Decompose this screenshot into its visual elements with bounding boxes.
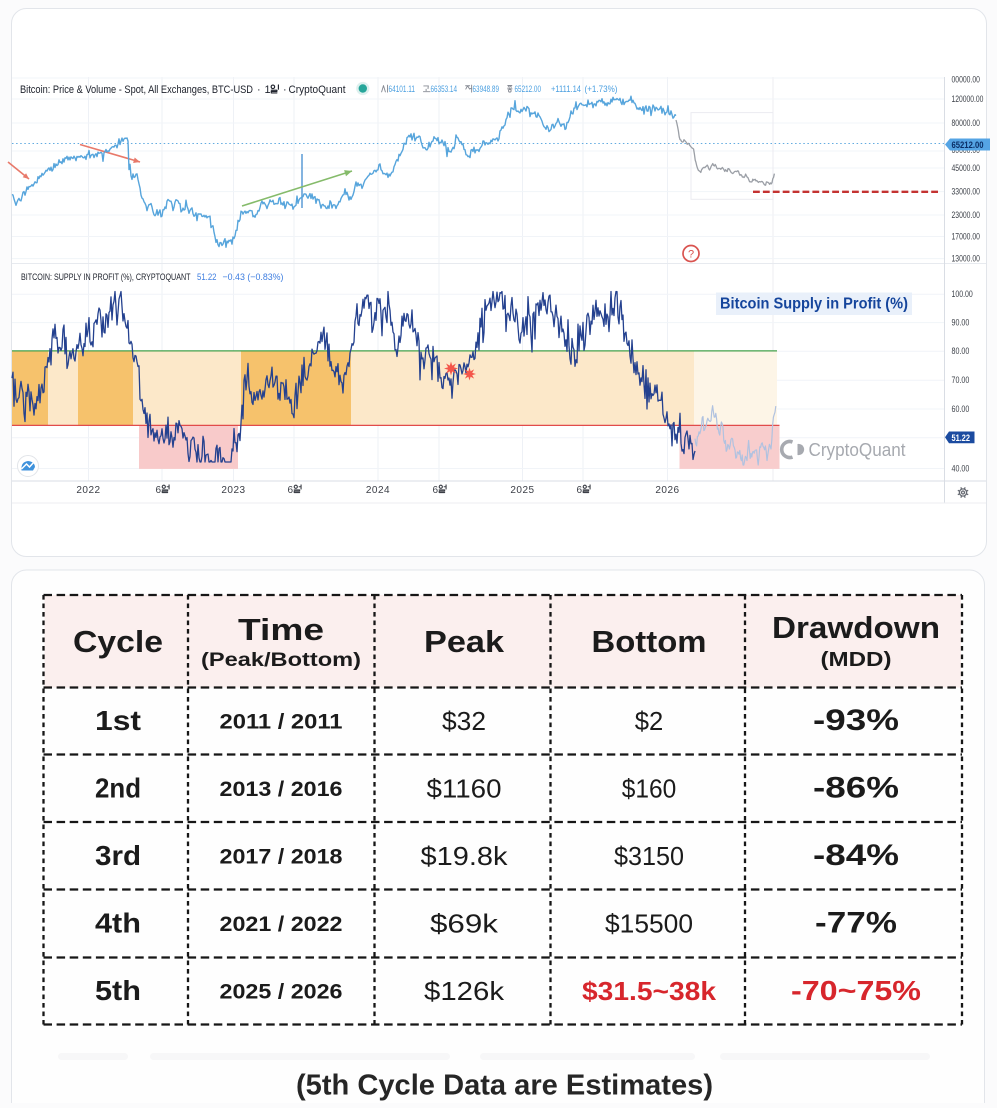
svg-text:$69k: $69k xyxy=(430,909,499,939)
svg-text:2nd: 2nd xyxy=(95,773,141,804)
svg-text:40.00: 40.00 xyxy=(952,464,970,475)
svg-text:Cycle: Cycle xyxy=(73,624,163,659)
svg-text:3rd: 3rd xyxy=(95,840,141,871)
svg-text:80000.00: 80000.00 xyxy=(952,118,980,129)
svg-text:2021 / 2022: 2021 / 2022 xyxy=(220,913,343,936)
svg-text:1: 1 xyxy=(265,84,271,96)
svg-text:60.00: 60.00 xyxy=(952,404,970,415)
svg-text:Bitcoin Supply in Profit (%): Bitcoin Supply in Profit (%) xyxy=(720,296,908,313)
svg-text:-93%: -93% xyxy=(813,704,899,737)
svg-text:13000.00: 13000.00 xyxy=(952,254,980,265)
svg-text:51.22: 51.22 xyxy=(197,272,217,282)
svg-text:2025: 2025 xyxy=(510,485,534,496)
svg-text:−0.43 (−0.83%): −0.43 (−0.83%) xyxy=(223,272,284,282)
svg-text:(Peak/Bottom): (Peak/Bottom) xyxy=(201,650,361,671)
svg-text:6: 6 xyxy=(288,485,294,496)
svg-text:23000.00: 23000.00 xyxy=(952,210,980,221)
svg-text:$2: $2 xyxy=(635,706,664,736)
svg-text:·: · xyxy=(283,84,287,96)
svg-text:(MDD): (MDD) xyxy=(821,648,892,671)
svg-text:2024: 2024 xyxy=(366,485,390,496)
svg-text:70.00: 70.00 xyxy=(952,375,970,386)
svg-text:$1160: $1160 xyxy=(427,774,502,804)
svg-text:$160: $160 xyxy=(622,774,677,804)
svg-text:Peak: Peak xyxy=(424,624,505,659)
svg-text:-84%: -84% xyxy=(813,839,899,872)
svg-text:BITCOIN: SUPPLY IN PROFIT (%),: BITCOIN: SUPPLY IN PROFIT (%), CRYPTOQUA… xyxy=(21,272,191,282)
svg-text:Bitcoin: Price & Volume - Spot: Bitcoin: Price & Volume - Spot, All Exch… xyxy=(20,84,253,96)
svg-text:120000.00: 120000.00 xyxy=(952,94,984,105)
svg-text:1st: 1st xyxy=(95,705,141,736)
svg-text:$19.8k: $19.8k xyxy=(421,841,509,871)
svg-text:2013 / 2016: 2013 / 2016 xyxy=(220,778,343,801)
svg-text:2017 / 2018: 2017 / 2018 xyxy=(220,846,343,869)
svg-text:2011 / 2011: 2011 / 2011 xyxy=(220,711,343,734)
svg-text:65212.00: 65212.00 xyxy=(952,140,984,151)
svg-text:6: 6 xyxy=(577,485,583,496)
svg-text:2023: 2023 xyxy=(221,485,245,496)
svg-text:51.22: 51.22 xyxy=(952,433,971,444)
svg-text:6: 6 xyxy=(156,485,162,496)
svg-text:-86%: -86% xyxy=(813,772,899,805)
svg-text:-70~75%: -70~75% xyxy=(791,975,921,1006)
svg-text:66353.14: 66353.14 xyxy=(431,84,458,94)
svg-text:17000.00: 17000.00 xyxy=(952,232,980,243)
svg-text:Time: Time xyxy=(238,612,324,647)
svg-text:-77%: -77% xyxy=(815,907,897,940)
svg-text:(+1.73%): (+1.73%) xyxy=(585,84,618,94)
svg-text:$31.5~38k: $31.5~38k xyxy=(582,976,717,1006)
svg-text:$126k: $126k xyxy=(424,976,505,1006)
svg-text:$3150: $3150 xyxy=(614,841,684,871)
svg-text:45000.00: 45000.00 xyxy=(952,163,980,174)
svg-text:5th: 5th xyxy=(95,975,141,1006)
svg-text:$15500: $15500 xyxy=(605,909,693,939)
svg-text:CryptoQuant: CryptoQuant xyxy=(289,84,346,96)
svg-text:2022: 2022 xyxy=(76,485,100,496)
svg-text:CryptoQuant: CryptoQuant xyxy=(809,439,906,460)
svg-text:Bottom: Bottom xyxy=(592,624,707,659)
svg-text:33000.00: 33000.00 xyxy=(952,187,980,198)
svg-text:(5th Cycle Data are Estimates): (5th Cycle Data are Estimates) xyxy=(296,1070,713,1102)
svg-text:65212.00: 65212.00 xyxy=(515,84,542,94)
svg-text:4th: 4th xyxy=(95,908,141,939)
svg-text:+1111.14: +1111.14 xyxy=(551,84,581,94)
svg-text:100.00: 100.00 xyxy=(952,289,973,300)
svg-text:64101.11: 64101.11 xyxy=(389,84,416,94)
svg-text:Drawdown: Drawdown xyxy=(772,610,940,645)
svg-text:2025 / 2026: 2025 / 2026 xyxy=(220,981,343,1004)
svg-text:90.00: 90.00 xyxy=(952,318,970,329)
svg-text:63948.89: 63948.89 xyxy=(473,84,500,94)
svg-text:?: ? xyxy=(688,249,694,261)
svg-text:·: · xyxy=(257,84,261,96)
svg-text:6: 6 xyxy=(433,485,439,496)
svg-text:2026: 2026 xyxy=(655,485,679,496)
svg-text:80.00: 80.00 xyxy=(952,346,970,357)
svg-text:$32: $32 xyxy=(442,706,486,736)
svg-text:00000.00: 00000.00 xyxy=(952,75,980,86)
